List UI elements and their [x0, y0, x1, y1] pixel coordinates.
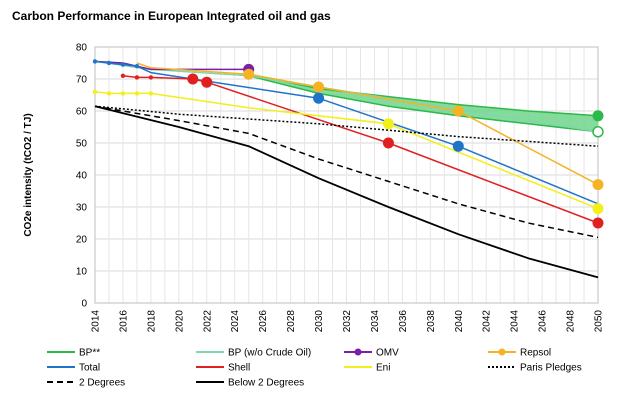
y-tick-label: 20 [76, 235, 88, 246]
y-tick-label: 60 [76, 107, 88, 118]
legend-layer: BP** BP (w/o Crude Oil) OMV Repsol Total Shel… [47, 348, 582, 389]
series-line-paris-pledges [94, 105, 599, 147]
point-total [92, 59, 98, 64]
series-line-below-2-degrees [94, 105, 599, 279]
y-tick-label: 0 [81, 299, 87, 310]
marker-repsol [452, 105, 464, 117]
point-shell [134, 75, 140, 80]
grid-layer [94, 46, 599, 304]
marker-eni [382, 118, 394, 130]
x-tick-label: 2034 [370, 310, 381, 333]
point-eni [148, 91, 154, 96]
x-tick-label: 2032 [342, 310, 353, 333]
y-tick-label: 70 [76, 75, 88, 86]
x-tick-label: 2018 [146, 310, 157, 333]
point-total [106, 60, 112, 66]
legend-label-bp-w-o-crude-oil: BP (w/o Crude Oil) [228, 348, 311, 359]
legend-label-bp: BP** [79, 348, 100, 359]
point-eni [106, 91, 112, 96]
x-tick-label: 2016 [118, 310, 129, 333]
x-tick-label: 2026 [258, 310, 269, 333]
x-tick-label: 2024 [230, 310, 241, 333]
y-axis-label: CO2e intensity (tCO2 / TJ) [23, 113, 34, 236]
y-tick-label: 30 [76, 203, 88, 214]
chart-title: Carbon Performance in European Integrate… [12, 9, 331, 23]
legend-marker-omv [354, 348, 362, 356]
marker-repsol [243, 68, 255, 80]
bp-band-upper [248, 73, 599, 117]
marker-shell [382, 137, 394, 149]
marker-repsol [592, 179, 604, 191]
series-line-eni [94, 91, 599, 210]
x-tick-label: 2040 [454, 310, 465, 333]
x-tick-label: 2044 [510, 310, 521, 333]
x-tick-label: 2048 [566, 310, 577, 333]
point-eni [120, 91, 126, 96]
point-shell [120, 73, 126, 79]
x-tick-label: 2028 [286, 310, 297, 333]
x-tick-label: 2038 [426, 310, 437, 333]
marker-repsol [313, 81, 325, 93]
point-eni [134, 91, 140, 96]
x-tick-label: 2050 [594, 310, 605, 333]
legend-marker-repsol [498, 348, 506, 356]
marker-total [313, 92, 325, 104]
series-line-total [94, 60, 599, 205]
y-tick-label: 80 [76, 43, 88, 54]
legend-label-eni: Eni [376, 363, 390, 374]
bp-band-lower [248, 75, 599, 133]
marker-layer [92, 59, 604, 229]
point-shell [148, 75, 154, 80]
marker-hollow-bp-w-o-crude-oil [592, 126, 604, 138]
point-eni [92, 89, 98, 95]
legend-label-omv: OMV [376, 348, 399, 359]
y-tick-label: 40 [76, 171, 88, 182]
point-total [134, 63, 140, 69]
x-tick-label: 2046 [538, 310, 549, 333]
marker-shell [592, 217, 604, 229]
series-line-repsol [136, 62, 599, 186]
y-tick-label: 50 [76, 139, 88, 150]
x-tick-label: 2014 [91, 310, 102, 333]
legend-label-repsol: Repsol [520, 348, 551, 359]
marker-shell [201, 76, 213, 88]
legend-label-below-2-degrees: Below 2 Degrees [228, 378, 304, 389]
x-tick-label: 2042 [482, 310, 493, 333]
marker-total [452, 140, 464, 152]
legend-label-total: Total [79, 363, 100, 374]
x-tick-label: 2036 [398, 310, 409, 333]
marker-eni [592, 203, 604, 215]
x-tick-label: 2030 [314, 310, 325, 333]
marker-bp-end [592, 110, 604, 122]
marker-shell [187, 73, 199, 85]
legend-label-shell: Shell [228, 363, 250, 374]
legend-label-paris-pledges: Paris Pledges [520, 363, 582, 374]
x-tick-label: 2020 [174, 310, 185, 333]
legend-label-2-degrees: 2 Degrees [79, 378, 125, 389]
point-total [120, 62, 126, 67]
plot-border [94, 46, 599, 304]
y-tick-label: 10 [76, 267, 88, 278]
x-tick-label: 2022 [202, 310, 213, 333]
